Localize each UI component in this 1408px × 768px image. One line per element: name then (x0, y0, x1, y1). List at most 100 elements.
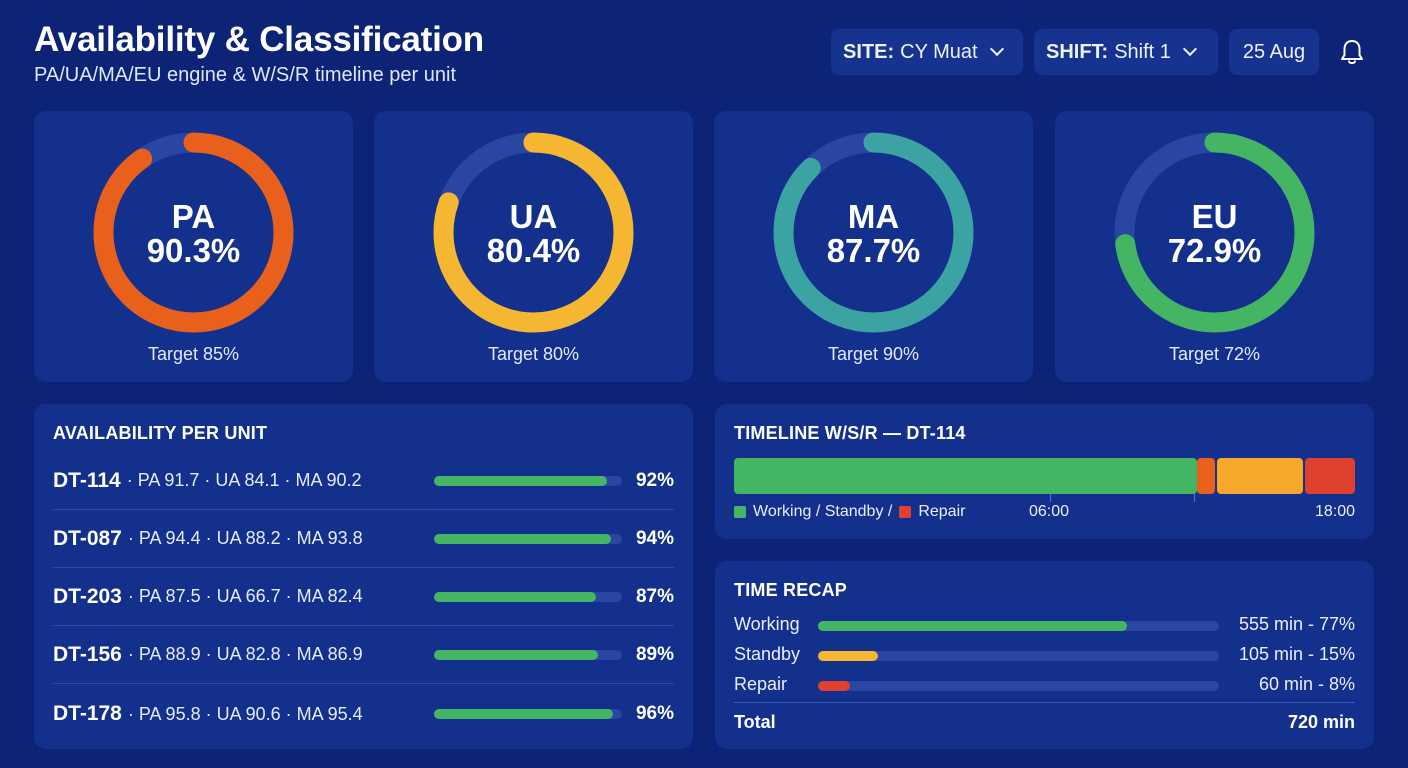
bell-icon[interactable] (1330, 29, 1374, 75)
recap-bar (818, 651, 1219, 661)
kpi-target: Target 80% (487, 344, 580, 364)
kpi-value: 72.9% (1167, 232, 1262, 269)
working-swatch (734, 506, 746, 518)
repair-swatch (899, 506, 912, 518)
recap-total: Total 720 min (734, 702, 1355, 733)
timeline-segment-repair[interactable] (1196, 458, 1216, 494)
kpi-target: Target 85% (147, 344, 240, 364)
unit-stats: · PA 91.7 · UA 84.1 · MA 90.2 (126, 470, 362, 490)
site-value: CY Muat (900, 40, 978, 63)
kpi-value: 90.3% (146, 232, 241, 269)
kpi-name: UA (509, 198, 558, 235)
eu-donut (1114, 132, 1315, 333)
kpi-name: PA (171, 198, 216, 235)
total-value: 720 min (1287, 712, 1355, 732)
recap-bar (818, 621, 1219, 631)
legend-repair: Repair (918, 503, 966, 520)
section-title: TIME RECAP (734, 580, 848, 600)
ua-donut (433, 132, 634, 333)
kpi-card-eu: EU 72.9% Target 72% (1055, 111, 1374, 382)
unit-row[interactable]: DT-087 · PA 94.4 · UA 88.2 · MA 93.8 94% (53, 510, 674, 568)
tick-mark (1050, 494, 1051, 502)
date-value: 25 Aug (1242, 40, 1306, 63)
unit-percent: 92% (635, 470, 674, 491)
timeline-panel: TIMELINE W/S/R — DT-114 Working / Standb… (715, 404, 1374, 539)
timeline-segment-working[interactable] (734, 458, 1197, 494)
kpi-name: EU (1191, 198, 1238, 235)
tick-label-start: 06:00 (1029, 503, 1070, 520)
shift-value: Shift 1 (1114, 40, 1171, 63)
unit-availability-bar (434, 476, 622, 486)
time-recap-panel: TIME RECAP Working 555 min - 77% Standby… (715, 561, 1374, 749)
unit-id: DT-203 (53, 584, 122, 608)
recap-label: Repair (734, 674, 788, 694)
unit-stats: · PA 87.5 · UA 66.7 · MA 82.4 (127, 586, 363, 606)
ma-donut (773, 132, 974, 333)
unit-availability-bar (434, 534, 622, 544)
kpi-card-ua: UA 80.4% Target 80% (374, 111, 693, 382)
unit-row[interactable]: DT-178 · PA 95.8 · UA 90.6 · MA 95.4 96% (53, 685, 674, 743)
recap-bar-fill (818, 651, 879, 661)
date-picker[interactable]: 25 Aug (1229, 29, 1319, 75)
unit-row[interactable]: DT-156 · PA 88.9 · UA 82.8 · MA 86.9 89% (53, 626, 674, 684)
unit-bar-fill (434, 476, 607, 486)
recap-bar-fill (818, 681, 851, 691)
kpi-card-pa: PA 90.3% Target 85% (34, 111, 353, 382)
unit-row[interactable]: DT-203 · PA 87.5 · UA 66.7 · MA 82.4 87% (53, 568, 674, 626)
unit-id: DT-156 (53, 642, 122, 666)
section-title: AVAILABILITY PER UNIT (53, 423, 268, 443)
unit-row[interactable]: DT-114 · PA 91.7 · UA 84.1 · MA 90.2 92% (53, 452, 674, 510)
unit-availability-bar (434, 650, 622, 660)
chevron-down-icon (989, 41, 1004, 57)
unit-stats: · PA 88.9 · UA 82.8 · MA 86.9 (127, 644, 363, 664)
kpi-target: Target 72% (1168, 344, 1261, 364)
unit-bar-fill (434, 534, 611, 544)
unit-percent: 94% (635, 528, 674, 549)
recap-row-working: Working 555 min - 77% (734, 613, 1355, 637)
recap-row-standby: Standby 105 min - 15% (734, 643, 1355, 667)
unit-percent: 89% (635, 644, 674, 665)
kpi-value: 87.7% (826, 232, 921, 269)
unit-percent: 87% (635, 586, 674, 607)
total-label: Total (734, 712, 776, 732)
timeline-legend: Working / Standby / Repair (734, 503, 965, 521)
recap-label: Standby (734, 644, 801, 664)
unit-percent: 96% (635, 703, 674, 724)
timeline-segment-repair[interactable] (1304, 458, 1355, 494)
shift-select[interactable]: SHIFT: Shift 1 (1034, 29, 1218, 75)
unit-bar-fill (434, 650, 598, 660)
unit-stats: · PA 94.4 · UA 88.2 · MA 93.8 (127, 528, 363, 548)
recap-bar-fill (818, 621, 1127, 631)
page-title: Availability & Classification (34, 20, 484, 59)
unit-bar-fill (434, 592, 596, 602)
kpi-name: MA (847, 198, 900, 235)
chevron-down-icon (1182, 41, 1197, 57)
recap-value: 555 min - 77% (1238, 614, 1355, 634)
unit-id: DT-087 (53, 526, 122, 550)
page-subtitle: PA/UA/MA/EU engine & W/S/R timeline per … (34, 64, 457, 86)
kpi-card-ma: MA 87.7% Target 90% (714, 111, 1033, 382)
section-title: TIMELINE W/S/R — DT-114 (734, 423, 966, 443)
site-select[interactable]: SITE: CY Muat (831, 29, 1023, 75)
filter-bar: SITE: CY Muat SHIFT: Shift 1 25 Aug (831, 29, 1374, 75)
recap-value: 60 min - 8% (1258, 674, 1355, 694)
unit-availability-bar (434, 709, 622, 719)
unit-id: DT-178 (53, 702, 122, 725)
kpi-value: 80.4% (486, 232, 581, 269)
timeline-bar[interactable] (734, 458, 1355, 494)
shift-label: SHIFT: (1046, 40, 1109, 63)
unit-stats: · PA 95.8 · UA 90.6 · MA 95.4 (127, 703, 363, 724)
tick-mark (1194, 494, 1195, 502)
unit-id: DT-114 (53, 468, 121, 492)
pa-donut (93, 132, 294, 333)
unit-availability-bar (434, 592, 622, 602)
timeline-segment-standby[interactable] (1216, 458, 1304, 494)
recap-label: Working (734, 614, 800, 634)
recap-bar (818, 681, 1219, 691)
tick-label-end: 18:00 (1314, 503, 1355, 520)
recap-value: 105 min - 15% (1238, 644, 1355, 664)
legend-working: Working / Standby / (753, 503, 893, 520)
availability-per-unit-panel: AVAILABILITY PER UNIT DT-114 · PA 91.7 ·… (34, 404, 693, 749)
site-label: SITE: (843, 40, 895, 63)
kpi-target: Target 90% (827, 344, 920, 364)
